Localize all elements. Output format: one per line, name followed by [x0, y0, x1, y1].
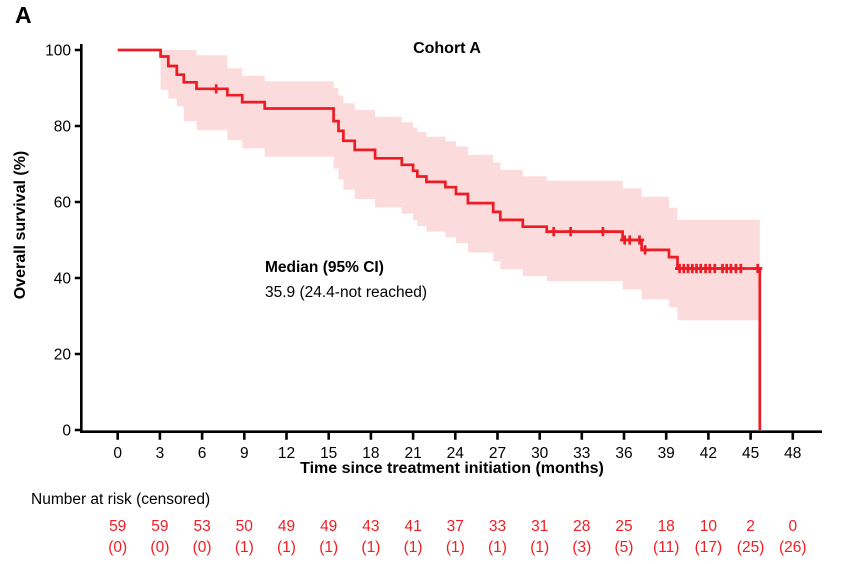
risk-censored-count: (1) — [403, 539, 423, 556]
risk-count: 2 — [746, 518, 755, 535]
risk-count: 59 — [151, 518, 169, 535]
confidence-band — [160, 50, 760, 321]
y-tick-labels: 0 20 40 60 80 100 — [45, 43, 71, 440]
x-tick-label: 15 — [320, 445, 337, 462]
risk-table-label: Number at risk (censored) — [31, 491, 211, 508]
risk-count: 28 — [573, 518, 591, 535]
risk-count: 49 — [320, 518, 338, 535]
risk-censored-count: (1) — [445, 539, 465, 556]
x-tick-label: 33 — [573, 445, 590, 462]
risk-count: 59 — [109, 518, 127, 535]
risk-count: 50 — [235, 518, 253, 535]
y-axis-title: Overall survival (%) — [12, 150, 29, 300]
x-tick-label: 6 — [198, 445, 207, 462]
median-value: 35.9 (24.4-not reached) — [265, 284, 427, 301]
risk-censored-count: (1) — [530, 539, 550, 556]
x-tick-label: 12 — [278, 445, 295, 462]
x-tick-label: 48 — [784, 445, 801, 462]
chart-title: Cohort A — [413, 40, 481, 57]
risk-censored-count: (0) — [192, 539, 212, 556]
censor-marks — [211, 84, 763, 274]
risk-censored-count: (0) — [108, 539, 128, 556]
risk-censored-count: (17) — [694, 539, 723, 556]
y-tick-label: 80 — [54, 119, 72, 136]
x-tick-label: 21 — [404, 445, 421, 462]
x-tick-label: 27 — [489, 445, 506, 462]
risk-count: 33 — [488, 518, 507, 535]
risk-count: 37 — [446, 518, 464, 535]
x-tick-label: 0 — [113, 445, 122, 462]
risk-count: 53 — [193, 518, 211, 535]
x-tick-label: 18 — [362, 445, 379, 462]
y-tick-label: 100 — [45, 43, 71, 60]
x-axis-title: Time since treatment initiation (months) — [300, 460, 604, 477]
y-tick-label: 60 — [54, 195, 72, 212]
y-axis-ticks — [74, 48, 82, 432]
risk-censored-count: (11) — [652, 539, 680, 556]
risk-count: 10 — [699, 518, 718, 535]
axes — [74, 44, 822, 440]
risk-count: 41 — [404, 518, 422, 535]
x-axis-ticks — [116, 431, 795, 440]
x-tick-label: 42 — [700, 445, 717, 462]
x-tick-labels: 0 3 6 9 12 15 18 21 24 27 30 33 36 39 42 45 48 — [113, 445, 801, 462]
x-tick-label: 3 — [156, 445, 165, 462]
x-tick-label: 24 — [447, 445, 465, 462]
risk-censored-count: (1) — [488, 539, 507, 556]
x-tick-label: 45 — [742, 445, 759, 462]
median-label: Median (95% CI) — [265, 259, 384, 276]
risk-censored-count: (1) — [361, 539, 381, 556]
risk-count: 18 — [657, 518, 675, 535]
risk-count: 43 — [362, 518, 380, 535]
risk-censored-count: (1) — [319, 539, 339, 556]
median-annotation: Median (95% CI) 35.9 (24.4-not reached) — [265, 255, 427, 305]
risk-count: 0 — [788, 518, 798, 535]
x-tick-label: 36 — [615, 445, 632, 462]
y-tick-label: 0 — [62, 423, 71, 440]
risk-count: 25 — [615, 518, 633, 535]
risk-censored-count: (1) — [234, 539, 254, 556]
y-tick-label: 20 — [54, 347, 72, 364]
y-tick-label: 40 — [54, 271, 72, 288]
x-tick-label: 9 — [240, 445, 249, 462]
risk-censored-count: (5) — [614, 539, 634, 556]
panel-label: A — [15, 2, 32, 28]
risk-censored-count: (1) — [277, 539, 296, 556]
risk-censored-count: (25) — [736, 539, 765, 556]
risk-censored-count: (0) — [150, 539, 170, 556]
x-tick-label: 30 — [531, 445, 549, 462]
risk-count: 49 — [277, 518, 296, 535]
risk-count: 31 — [531, 518, 549, 535]
x-tick-label: 39 — [658, 445, 675, 462]
risk-censored-count: (3) — [572, 539, 592, 556]
risk-censored-count: (26) — [779, 539, 807, 556]
